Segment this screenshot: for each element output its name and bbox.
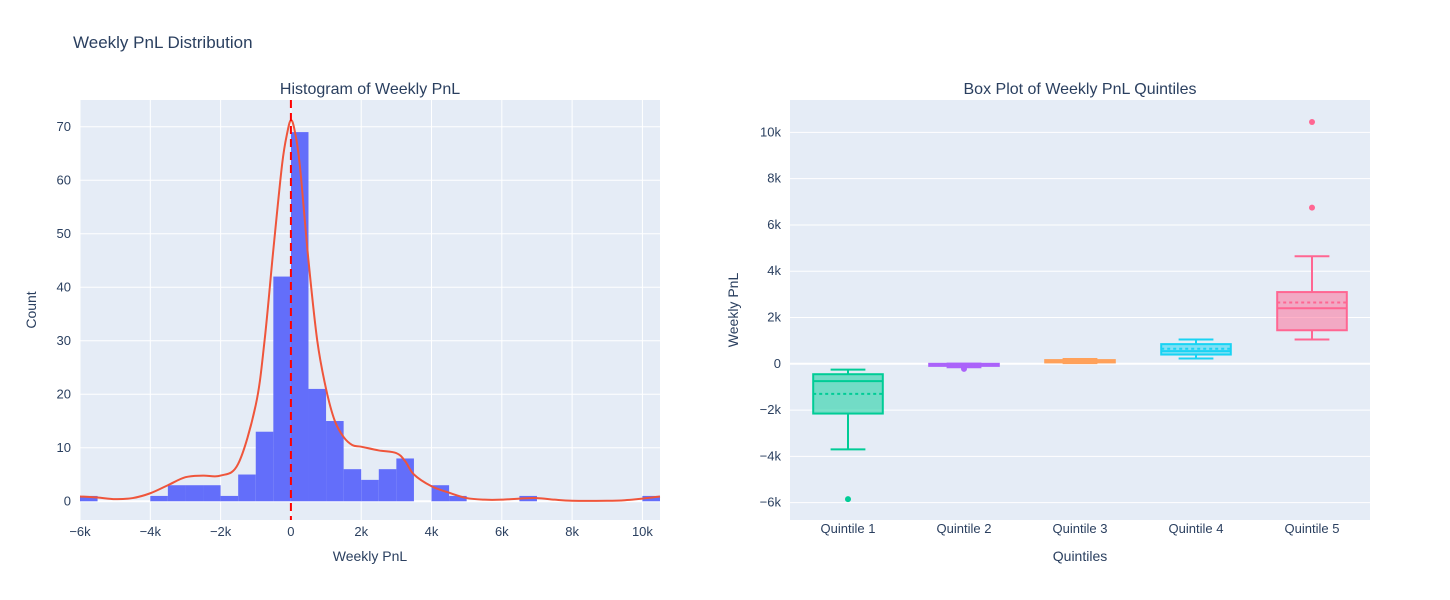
- box-2[interactable]: [928, 362, 1000, 372]
- boxplot-x-tick-label: Quintile 4: [1169, 521, 1224, 536]
- boxplot-y-tick-label: 10k: [760, 124, 781, 139]
- boxplot-plot-area: [790, 100, 1370, 520]
- histogram-plot-area: [80, 100, 660, 520]
- boxplot-y-tick-label: 8k: [767, 171, 781, 186]
- histogram-bar[interactable]: [308, 388, 327, 502]
- histogram-x-tick-label: −2k: [210, 524, 232, 539]
- boxplot-x-tick-label: Quintile 3: [1053, 521, 1108, 536]
- boxplot-y-tick-label: 0: [774, 356, 781, 371]
- figure-title: Weekly PnL Distribution: [73, 33, 253, 52]
- boxplot-x-axis-label: Quintiles: [1053, 548, 1107, 564]
- box-5[interactable]: [1276, 118, 1348, 341]
- boxplot-y-tick-label: −6k: [760, 495, 782, 510]
- box-iqr: [1160, 343, 1232, 356]
- histogram-bar[interactable]: [326, 421, 344, 502]
- histogram-y-tick-label: 10: [57, 440, 71, 455]
- histogram-y-tick-label: 20: [57, 386, 71, 401]
- box-4[interactable]: [1160, 338, 1232, 360]
- box-outlier-point[interactable]: [961, 365, 967, 372]
- histogram-x-tick-label: −6k: [69, 524, 91, 539]
- histogram-x-tick-label: 0: [287, 524, 294, 539]
- histogram-bar[interactable]: [185, 485, 204, 502]
- histogram-x-tick-label: 6k: [495, 524, 509, 539]
- box-1[interactable]: [812, 368, 884, 503]
- boxplot-x-tick-label: Quintile 5: [1285, 521, 1340, 536]
- histogram-y-tick-label: 70: [57, 119, 71, 134]
- box-3[interactable]: [1044, 357, 1116, 365]
- boxplot-title: Box Plot of Weekly PnL Quintiles: [964, 81, 1197, 98]
- kde-curve: [79, 119, 661, 502]
- histogram-bar[interactable]: [80, 495, 98, 502]
- histogram-panel: −6k −4k −2k 0 2k 4k 6k 8k 10k 0 10 20 30 40 50 60 70 Hi…: [23, 81, 661, 564]
- histogram-bar[interactable]: [343, 469, 362, 502]
- histogram-x-tick-label: 4k: [425, 524, 439, 539]
- histogram-x-tick-label: 10k: [632, 524, 653, 539]
- histogram-bar[interactable]: [361, 479, 379, 502]
- histogram-bar[interactable]: [290, 132, 309, 502]
- box-outlier-point[interactable]: [845, 496, 851, 503]
- box-iqr: [812, 373, 884, 415]
- boxplot-x-tick-label: Quintile 2: [937, 521, 992, 536]
- histogram-bars[interactable]: [80, 132, 660, 502]
- histogram-y-tick-label: 0: [64, 493, 71, 508]
- histogram-bar[interactable]: [203, 485, 221, 502]
- histogram-title: Histogram of Weekly PnL: [280, 81, 460, 98]
- histogram-y-tick-label: 60: [57, 172, 71, 187]
- histogram-bar[interactable]: [255, 431, 274, 502]
- histogram-bar[interactable]: [378, 469, 397, 502]
- boxplot-x-tick-label: Quintile 1: [821, 521, 876, 536]
- histogram-x-axis-label: Weekly PnL: [333, 548, 408, 564]
- boxplot-y-ticks: −6k −4k −2k 0 2k 4k 6k 8k 10k: [760, 124, 782, 509]
- histogram-kde-line: [79, 119, 661, 502]
- histogram-bar[interactable]: [449, 495, 467, 502]
- histogram-bar[interactable]: [273, 276, 291, 502]
- histogram-bar[interactable]: [238, 474, 256, 502]
- histogram-y-tick-label: 50: [57, 226, 71, 241]
- histogram-y-axis-label: Count: [23, 291, 39, 328]
- boxplot-y-tick-label: 6k: [767, 217, 781, 232]
- histogram-bar[interactable]: [396, 458, 414, 502]
- histogram-bar[interactable]: [642, 495, 660, 502]
- histogram-bar[interactable]: [220, 495, 239, 502]
- boxplot-y-axis-label: Weekly PnL: [725, 273, 741, 348]
- boxplot-panel: Quintile 1 Quintile 2 Quintile 3 Quintile 4…: [725, 81, 1370, 564]
- boxplot-y-tick-label: −2k: [760, 402, 782, 417]
- histogram-y-tick-label: 40: [57, 279, 71, 294]
- boxplot-y-tick-label: 2k: [767, 310, 781, 325]
- boxplot-y-tick-label: −4k: [760, 448, 782, 463]
- boxplot-boxes[interactable]: [812, 118, 1348, 503]
- box-outlier-point[interactable]: [1309, 204, 1315, 211]
- histogram-x-tick-label: 2k: [354, 524, 368, 539]
- box-iqr: [1276, 291, 1348, 332]
- histogram-x-ticks: −6k −4k −2k 0 2k 4k 6k 8k 10k: [69, 524, 653, 539]
- boxplot-x-ticks: Quintile 1 Quintile 2 Quintile 3 Quintile 4…: [821, 521, 1340, 536]
- histogram-x-tick-label: 8k: [565, 524, 579, 539]
- boxplot-y-tick-label: 4k: [767, 263, 781, 278]
- histogram-bar[interactable]: [167, 485, 186, 502]
- histogram-y-tick-label: 30: [57, 333, 71, 348]
- histogram-y-ticks: 0 10 20 30 40 50 60 70: [57, 119, 71, 509]
- histogram-x-tick-label: −4k: [140, 524, 162, 539]
- box-outlier-point[interactable]: [1309, 118, 1315, 125]
- histogram-bar[interactable]: [150, 495, 168, 502]
